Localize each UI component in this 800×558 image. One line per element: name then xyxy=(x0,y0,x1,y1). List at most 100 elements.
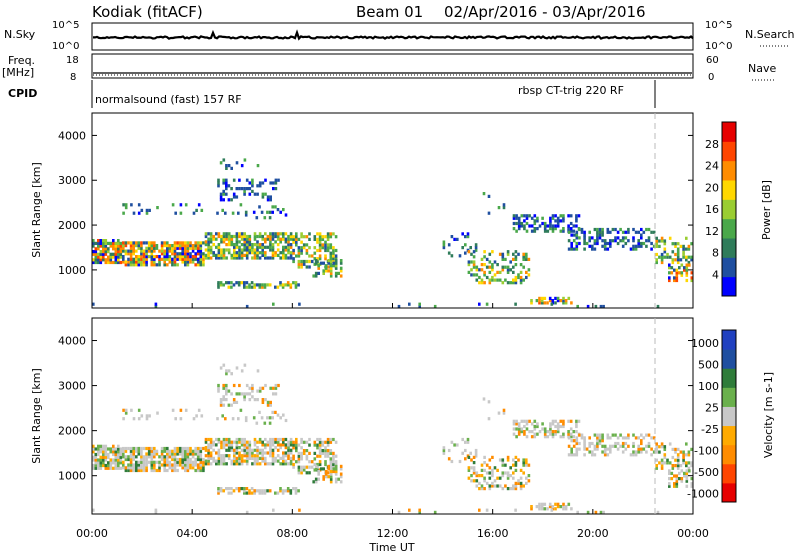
power-cell xyxy=(487,194,491,198)
velocity-cell xyxy=(642,447,646,451)
velocity-cell xyxy=(225,398,228,402)
power-cell xyxy=(114,241,118,245)
velocity-cell xyxy=(97,458,100,462)
velocity-cell xyxy=(645,444,648,448)
power-cell xyxy=(525,257,528,261)
velocity-cell xyxy=(217,386,220,390)
power-cell xyxy=(150,260,154,264)
velocity-cell xyxy=(295,437,298,442)
y-tick-label: 4000 xyxy=(58,129,86,142)
power-cell xyxy=(690,258,693,262)
power-cell xyxy=(493,278,497,282)
power-cell xyxy=(491,263,494,267)
velocity-cell xyxy=(132,455,135,459)
velocity-cell xyxy=(634,436,638,440)
power-cell xyxy=(339,269,343,273)
power-cell xyxy=(258,256,262,260)
velocity-cell xyxy=(168,466,172,470)
velocity-cell xyxy=(324,472,328,476)
velocity-cell xyxy=(112,450,115,454)
velocity-cell xyxy=(284,437,288,442)
velocity-cell xyxy=(480,474,484,478)
velocity-cell xyxy=(150,446,154,451)
velocity-cell xyxy=(189,463,192,467)
velocity-cell xyxy=(119,461,123,465)
power-cell xyxy=(140,260,143,264)
velocity-cell xyxy=(501,487,505,491)
power-cell xyxy=(317,264,320,268)
velocity-cell xyxy=(632,450,635,454)
power-cell xyxy=(515,216,518,220)
velocity-cell xyxy=(598,439,602,443)
velocity-cell xyxy=(92,447,95,451)
velocity-colorbar-tick: -25 xyxy=(701,423,719,436)
power-cell xyxy=(627,239,630,243)
power-cell xyxy=(523,219,526,223)
power-cell xyxy=(202,241,205,245)
velocity-cell xyxy=(640,441,643,446)
power-cell xyxy=(637,241,640,246)
velocity-cell xyxy=(673,482,676,486)
velocity-cell xyxy=(682,450,685,454)
velocity-cell xyxy=(153,452,156,456)
velocity-cell xyxy=(92,455,95,459)
velocity-cell xyxy=(102,461,105,465)
velocity-cell xyxy=(562,502,565,506)
velocity-cell xyxy=(408,508,411,512)
velocity-cell xyxy=(194,457,197,462)
power-cell xyxy=(515,221,518,226)
velocity-cell xyxy=(150,466,154,470)
power-cell xyxy=(512,270,515,274)
velocity-cell xyxy=(530,507,533,511)
velocity-cell xyxy=(551,435,555,439)
velocity-cell xyxy=(562,422,565,426)
power-cell xyxy=(235,240,239,244)
velocity-cell xyxy=(97,461,100,465)
velocity-cell xyxy=(329,462,333,467)
power-cell xyxy=(485,265,489,269)
power-cell xyxy=(147,249,151,253)
power-cell xyxy=(124,203,128,207)
velocity-cell xyxy=(264,459,267,463)
velocity-cell xyxy=(480,487,484,491)
velocity-cell xyxy=(227,440,231,444)
velocity-cell xyxy=(549,422,552,426)
power-cell xyxy=(611,239,615,243)
power-cell xyxy=(124,263,128,267)
velocity-cell xyxy=(586,510,590,514)
velocity-cell xyxy=(244,418,248,423)
power-cell xyxy=(222,181,225,185)
power-cell xyxy=(512,252,515,256)
velocity-cell xyxy=(453,443,456,447)
power-cell xyxy=(433,304,437,309)
power-cell xyxy=(655,252,658,257)
velocity-cell xyxy=(181,460,184,464)
velocity-cell xyxy=(687,466,691,470)
power-cell xyxy=(668,236,672,240)
velocity-cell xyxy=(632,444,635,448)
velocity-cell xyxy=(104,447,108,451)
power-cell xyxy=(274,181,278,185)
velocity-cell xyxy=(339,472,343,476)
power-cell xyxy=(191,255,195,259)
power-cell xyxy=(292,235,295,239)
velocity-cell xyxy=(160,457,164,462)
velocity-cell xyxy=(189,449,192,453)
power-cell xyxy=(506,252,510,256)
y-tick-label: 1000 xyxy=(58,470,86,483)
power-cell xyxy=(261,195,265,199)
velocity-cell xyxy=(207,459,210,463)
velocity-cell xyxy=(580,433,584,437)
power-cell xyxy=(269,198,272,202)
power-cell xyxy=(514,278,518,282)
velocity-cell xyxy=(601,444,604,448)
velocity-cell xyxy=(332,469,335,474)
power-cell xyxy=(533,219,537,223)
velocity-cell xyxy=(310,465,314,469)
velocity-cell xyxy=(632,453,635,457)
power-cell xyxy=(222,189,225,193)
power-cell xyxy=(245,248,249,252)
power-cell xyxy=(295,240,298,244)
velocity-cell xyxy=(219,403,223,407)
